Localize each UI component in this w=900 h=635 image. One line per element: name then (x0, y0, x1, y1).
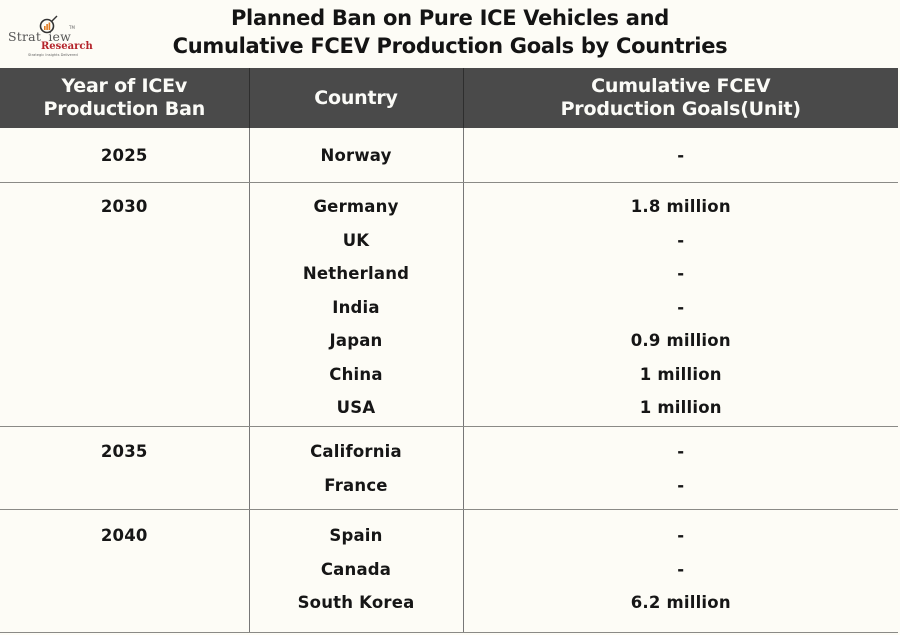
country-name: South Korea (297, 593, 415, 612)
table-header-row: Year of ICEv Production Ban Country Cumu… (0, 68, 898, 128)
logo-trademark: TM (69, 25, 75, 30)
country-name: Canada (320, 559, 392, 579)
header-country: Country (249, 68, 464, 128)
page-title: Planned Ban on Pure ICE Vehicles and Cum… (120, 4, 780, 60)
magnifier-chart-icon (39, 15, 58, 34)
header-year: Year of ICEv Production Ban (0, 68, 250, 128)
header-year-line-1: Year of ICEv (61, 75, 188, 97)
country-name: India (332, 297, 380, 317)
ban-year: 2030 (100, 197, 148, 216)
country-name: Netherland (302, 264, 410, 283)
country-name: China (329, 364, 383, 384)
title-line-2: Cumulative FCEV Production Goals by Coun… (172, 34, 728, 58)
fcev-goal-value: - (677, 297, 685, 317)
country-name: Germany (313, 197, 399, 216)
fcev-goal-value: 6.2 million (630, 593, 731, 612)
year-cell: 2040 (0, 509, 250, 633)
country-cell: Norway (249, 128, 464, 183)
goal-cell: 1.8 million - - - 0.9 million 1 million 1 mill… (463, 182, 898, 427)
country-name: Spain (329, 526, 383, 545)
logo-sub-brand-text: Research (41, 41, 93, 52)
fcev-goal-value: 1 million (639, 364, 722, 384)
table-row: 2040 Spain Canada South Korea - - 6.2 million (0, 509, 898, 633)
ban-year: 2040 (100, 526, 148, 545)
year-cell: 2035 (0, 426, 250, 510)
stratview-logo: Stratview TM Research Strategic Insights… (8, 14, 93, 58)
goal-cell: - - 6.2 million (463, 509, 898, 633)
fcev-goal-value: - (677, 526, 685, 545)
fcev-goal-value: - (677, 230, 685, 250)
fcev-goal-value: - (677, 146, 685, 165)
header-year-line-2: Production Ban (43, 98, 206, 120)
fcev-goal-value: 0.9 million (630, 331, 731, 350)
country-name: USA (336, 398, 376, 417)
fcev-goal-value: - (677, 442, 685, 461)
fcev-goal-value: - (677, 559, 685, 579)
header-country-label: Country (314, 86, 398, 109)
year-cell: 2025 (0, 128, 250, 183)
ice-ban-table: Year of ICEv Production Ban Country Cumu… (0, 68, 898, 633)
country-cell: California France (249, 426, 464, 510)
table-row: 2025 Norway - (0, 128, 898, 183)
country-cell: Spain Canada South Korea (249, 509, 464, 633)
goal-cell: - (463, 128, 898, 183)
ban-year: 2035 (100, 442, 148, 461)
title-line-1: Planned Ban on Pure ICE Vehicles and (230, 6, 670, 30)
header-goals-line-1: Cumulative FCEV (591, 75, 771, 97)
header-goals: Cumulative FCEV Production Goals(Unit) (463, 68, 898, 128)
country-name: Japan (329, 331, 383, 350)
logo-brand-text: Stratview (8, 29, 72, 44)
header-goals-line-2: Production Goals(Unit) (560, 98, 802, 120)
ban-year: 2025 (100, 146, 148, 165)
logo-tagline: Strategic Insights Delivered (28, 53, 78, 57)
country-name: France (324, 475, 388, 495)
country-name: Norway (320, 146, 392, 165)
goal-cell: -- (463, 426, 898, 510)
fcev-goal-value: 1 million (639, 398, 722, 417)
country-name: UK (342, 230, 370, 250)
table-row: 2035 California France - - (0, 426, 898, 510)
country-cell: Germany UK Netherland India Japan China USA (249, 182, 464, 427)
fcev-goal-value: - (677, 264, 685, 283)
country-name: California (310, 442, 402, 461)
fcev-goal-value: - (677, 475, 685, 495)
table-row: 2030 Germany UK Netherland India Japan China US… (0, 182, 898, 427)
fcev-goal-value: 1.8 million (630, 197, 731, 216)
year-cell: 2030 (0, 182, 250, 427)
